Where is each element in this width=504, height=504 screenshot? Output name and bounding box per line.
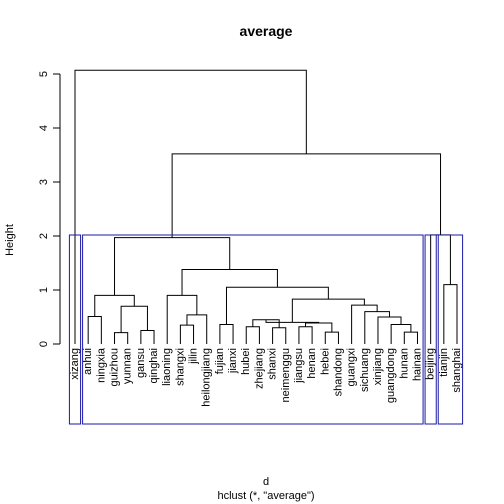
y-tick-label: 5 bbox=[38, 71, 50, 77]
dendrogram-branch bbox=[430, 234, 451, 344]
leaf-label: tianjin bbox=[438, 348, 450, 377]
dendrogram-branch bbox=[364, 311, 390, 344]
leaf-label: jilin bbox=[188, 348, 200, 365]
leaf-label: guangxi bbox=[346, 348, 358, 387]
x-axis-label: d bbox=[263, 476, 269, 488]
y-axis: 0 1 2 3 4 5 bbox=[38, 71, 61, 347]
leaf-label: hainan bbox=[411, 348, 423, 381]
leaf-label: hebei bbox=[319, 348, 331, 375]
leaf-label: fujian bbox=[214, 348, 226, 374]
leaf-label: shanxi bbox=[267, 348, 279, 380]
dendrogram-branch bbox=[390, 324, 412, 344]
dendrogram-branch bbox=[114, 237, 231, 296]
leaf-label: jiangsu bbox=[293, 348, 305, 384]
dendrogram-branch bbox=[324, 331, 339, 344]
leaf-label: shandong bbox=[332, 348, 344, 396]
dendrogram-branch bbox=[377, 316, 402, 344]
cluster-rectangles bbox=[68, 234, 464, 425]
dendrogram-branch bbox=[166, 294, 198, 344]
y-tick-label: 1 bbox=[38, 287, 50, 293]
leaf-label: anhui bbox=[82, 348, 94, 375]
leaf-label: guangdong bbox=[385, 348, 397, 403]
leaf-label: jianxi bbox=[227, 348, 239, 374]
leaf-label: hunan bbox=[398, 348, 410, 379]
dendrogram-branch bbox=[272, 327, 287, 344]
y-tick-label: 0 bbox=[38, 341, 50, 347]
dendrogram-branch bbox=[140, 330, 155, 344]
leaf-label: liaoning bbox=[161, 348, 173, 386]
dendrogram-branch bbox=[179, 324, 195, 344]
dendrogram-branch bbox=[298, 326, 313, 344]
cluster-rect bbox=[82, 234, 424, 425]
dendrogram-branch bbox=[74, 69, 307, 344]
leaf-label: qinghai bbox=[148, 348, 160, 383]
cluster-rect bbox=[437, 234, 464, 425]
dendrogram-branch bbox=[87, 315, 102, 344]
leaf-label: hubei bbox=[240, 348, 252, 375]
leaf-label: xizang bbox=[69, 348, 81, 380]
leaf-label: zhejiang bbox=[253, 348, 265, 389]
leaf-label: heilongjiang bbox=[201, 348, 213, 407]
leaf-labels: xizang anhui ningxia guizhou yunnan gansu qing… bbox=[69, 347, 463, 407]
leaf-label: ningxia bbox=[95, 347, 107, 383]
leaf-label: guizhou bbox=[109, 348, 121, 387]
dendrogram-branch bbox=[225, 286, 329, 325]
dendrogram-branch bbox=[219, 324, 234, 344]
y-tick-label: 4 bbox=[38, 125, 50, 131]
dendrogram-branch bbox=[171, 153, 442, 238]
dendrogram-branch bbox=[186, 314, 208, 344]
leaf-label: sichuang bbox=[359, 348, 371, 392]
x-axis-sublabel: hclust (*, "average") bbox=[217, 490, 314, 502]
dendrogram-branch bbox=[291, 298, 365, 323]
dendrogram-branch bbox=[181, 268, 278, 296]
leaf-label: neimenggu bbox=[280, 348, 292, 402]
cluster-rect bbox=[68, 234, 82, 425]
dendrogram-branch bbox=[443, 284, 458, 344]
dendrogram-branch bbox=[403, 331, 418, 344]
dendrogram-branch bbox=[120, 305, 148, 333]
dendrogram-branch bbox=[114, 332, 129, 344]
leaf-label: yunnan bbox=[122, 348, 134, 384]
y-axis-label: Height bbox=[4, 224, 16, 256]
y-tick-label: 3 bbox=[38, 179, 50, 185]
cluster-rect bbox=[424, 234, 437, 425]
dendrogram-branch bbox=[305, 322, 333, 333]
leaf-label: shanghai bbox=[451, 348, 463, 393]
leaf-label: henan bbox=[306, 348, 318, 379]
leaf-label: beijing bbox=[425, 348, 437, 380]
leaf-label: shangxi bbox=[174, 348, 186, 386]
leaf-label: xinjiang bbox=[372, 348, 384, 385]
dendrogram-branch bbox=[245, 326, 260, 344]
y-tick-label: 2 bbox=[38, 233, 50, 239]
leaf-label: gansu bbox=[135, 348, 147, 378]
dendrogram-branches bbox=[74, 69, 458, 344]
chart-title: average bbox=[240, 23, 293, 39]
